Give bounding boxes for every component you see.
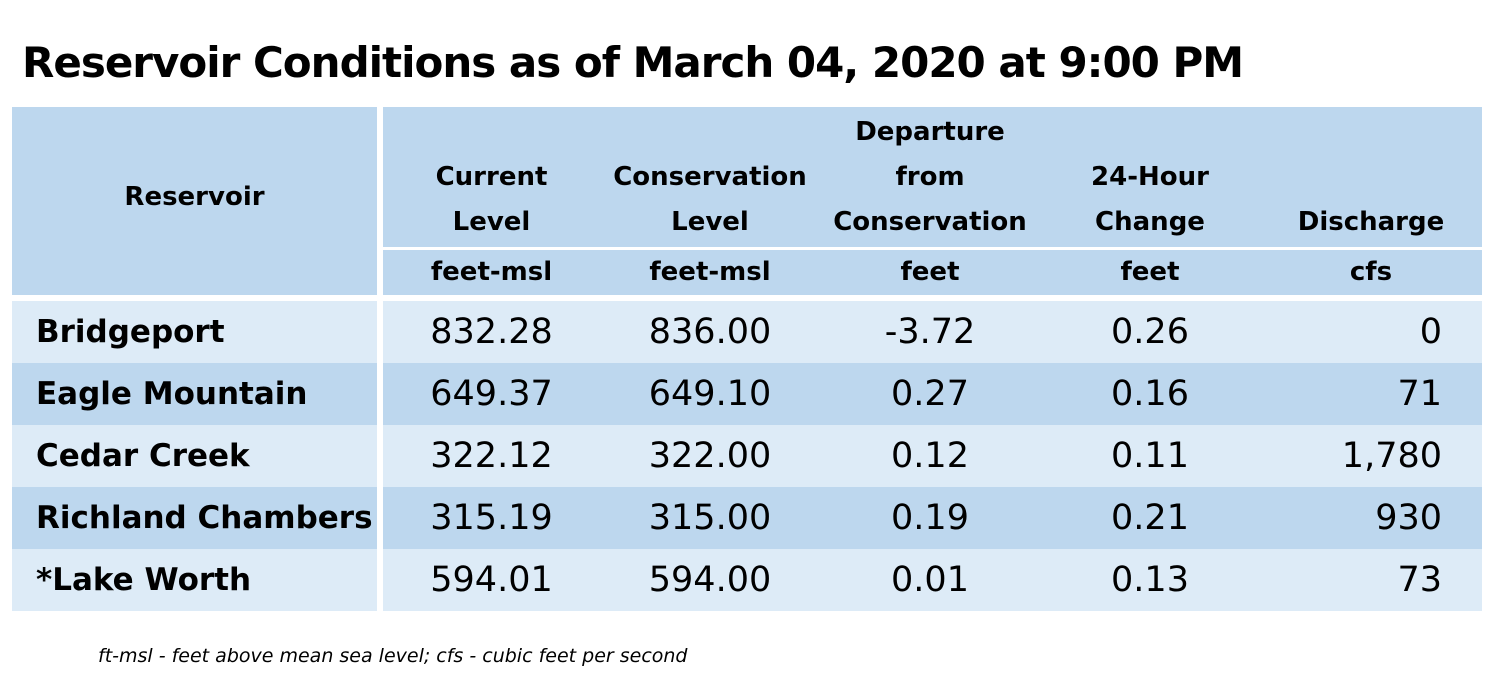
discharge-cell: 71 xyxy=(1260,363,1482,425)
reservoir-name: Richland Chambers xyxy=(12,487,380,549)
reservoir-table: Reservoir Current Level Conservation Lev… xyxy=(12,107,1482,611)
current-level-cell: 315.19 xyxy=(377,487,600,549)
header-reservoir-label: Reservoir xyxy=(124,182,265,212)
conservation-level-cell: 594.00 xyxy=(600,549,820,611)
table-row: Eagle Mountain 649.37 649.10 0.27 0.16 7… xyxy=(12,363,1482,425)
current-level-cell: 832.28 xyxy=(377,301,600,363)
change-cell: 0.16 xyxy=(1040,363,1260,425)
page-title: Reservoir Conditions as of March 04, 202… xyxy=(22,38,1244,87)
current-level-cell: 649.37 xyxy=(377,363,600,425)
header-departure: Departure from Conservation xyxy=(820,107,1040,250)
departure-cell: 0.19 xyxy=(820,487,1040,549)
unit-conservation: feet-msl xyxy=(600,248,820,295)
discharge-cell: 0 xyxy=(1260,301,1482,363)
change-cell: 0.21 xyxy=(1040,487,1260,549)
discharge-cell: 73 xyxy=(1260,549,1482,611)
header-reservoir: Reservoir xyxy=(12,107,380,295)
conservation-level-cell: 836.00 xyxy=(600,301,820,363)
reservoir-name: *Lake Worth xyxy=(12,549,380,611)
departure-cell: 0.12 xyxy=(820,425,1040,487)
table-row: Richland Chambers 315.19 315.00 0.19 0.2… xyxy=(12,487,1482,549)
header-conservation-level: Conservation Level xyxy=(600,107,820,250)
unit-change: feet xyxy=(1040,248,1260,295)
departure-cell: -3.72 xyxy=(820,301,1040,363)
unit-current: feet-msl xyxy=(377,248,600,295)
reservoir-name: Cedar Creek xyxy=(12,425,380,487)
table-row: Cedar Creek 322.12 322.00 0.12 0.11 1,78… xyxy=(12,425,1482,487)
header-line: from xyxy=(895,162,965,192)
unit-label: cfs xyxy=(1349,257,1393,287)
unit-label: feet-msl xyxy=(430,257,553,287)
discharge-cell: 930 xyxy=(1260,487,1482,549)
header-line: Departure xyxy=(855,117,1005,147)
departure-cell: 0.01 xyxy=(820,549,1040,611)
unit-departure: feet xyxy=(820,248,1040,295)
header-line: Discharge xyxy=(1297,207,1445,237)
unit-label: feet-msl xyxy=(649,257,771,287)
footnote: ft-msl - feet above mean sea level; cfs … xyxy=(98,645,688,667)
current-level-cell: 594.01 xyxy=(377,549,600,611)
unit-label: feet xyxy=(1120,257,1180,287)
units-row: feet-msl feet-msl feet feet cfs xyxy=(12,248,1482,295)
header-line: Current xyxy=(435,162,548,192)
conservation-level-cell: 322.00 xyxy=(600,425,820,487)
header-row: Reservoir Current Level Conservation Lev… xyxy=(12,107,1482,295)
change-cell: 0.26 xyxy=(1040,301,1260,363)
table-row: Bridgeport 832.28 836.00 -3.72 0.26 0 xyxy=(12,301,1482,363)
header-line: 24-Hour xyxy=(1091,162,1209,192)
conservation-level-cell: 315.00 xyxy=(600,487,820,549)
header-current-level: Current Level xyxy=(377,107,600,250)
header-24-hour-change: 24-Hour Change xyxy=(1040,107,1260,250)
header-line: Level xyxy=(452,207,531,237)
change-cell: 0.13 xyxy=(1040,549,1260,611)
unit-label: feet xyxy=(900,257,960,287)
conservation-level-cell: 649.10 xyxy=(600,363,820,425)
discharge-cell: 1,780 xyxy=(1260,425,1482,487)
reservoir-name: Bridgeport xyxy=(12,301,380,363)
table-row: *Lake Worth 594.01 594.00 0.01 0.13 73 xyxy=(12,549,1482,611)
header-line: Conservation xyxy=(833,207,1027,237)
header-line: Change xyxy=(1095,207,1205,237)
header-discharge: Discharge xyxy=(1260,107,1482,250)
unit-discharge: cfs xyxy=(1260,248,1482,295)
change-cell: 0.11 xyxy=(1040,425,1260,487)
departure-cell: 0.27 xyxy=(820,363,1040,425)
current-level-cell: 322.12 xyxy=(377,425,600,487)
header-line: Level xyxy=(671,207,749,237)
header-line: Conservation xyxy=(613,162,807,192)
reservoir-name: Eagle Mountain xyxy=(12,363,380,425)
